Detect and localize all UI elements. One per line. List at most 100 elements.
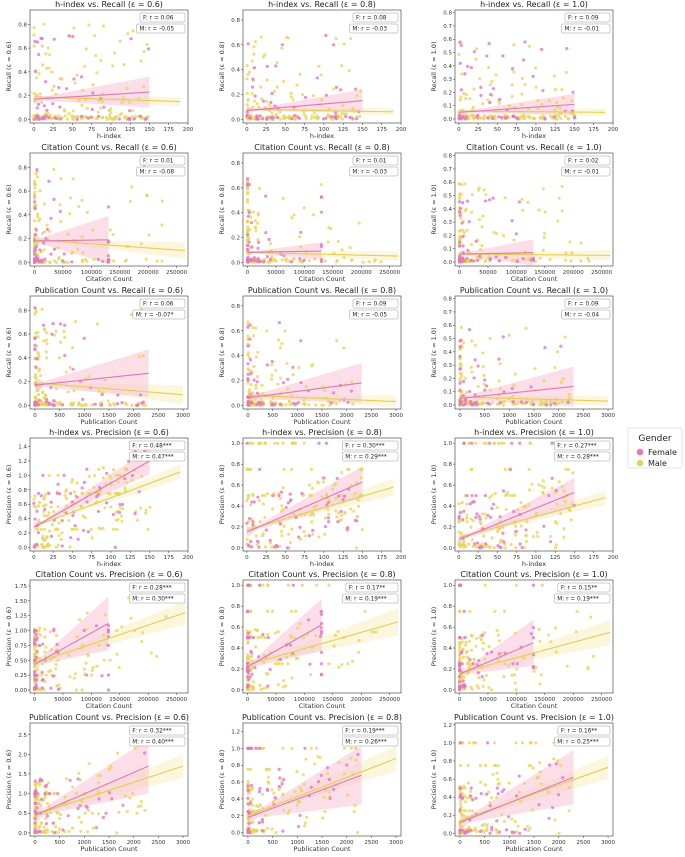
female-point bbox=[43, 257, 47, 261]
x-tick-label: 125 bbox=[125, 127, 136, 133]
male-point bbox=[569, 259, 573, 263]
male-point bbox=[54, 92, 58, 96]
female-point bbox=[282, 254, 286, 258]
y-tick-label: 0.8 bbox=[18, 165, 27, 171]
female-point bbox=[460, 258, 464, 262]
male-point bbox=[96, 110, 100, 114]
male-point bbox=[520, 92, 524, 96]
female-point bbox=[106, 623, 111, 628]
female-point bbox=[247, 182, 251, 187]
male-point bbox=[470, 108, 474, 112]
male-point bbox=[273, 631, 278, 635]
female-point bbox=[252, 378, 256, 382]
male-point bbox=[32, 680, 37, 684]
female-point bbox=[458, 786, 463, 790]
y-tick-label: 0.8 bbox=[443, 11, 452, 17]
male-point bbox=[274, 831, 278, 835]
male-point bbox=[358, 114, 362, 118]
male-point bbox=[321, 403, 326, 407]
female-point bbox=[299, 230, 303, 234]
male-point bbox=[49, 647, 53, 652]
male-point bbox=[501, 525, 505, 529]
x-tick-label: 0 bbox=[33, 413, 37, 419]
male-point bbox=[323, 516, 328, 520]
male-r-annotation: M: r = -0.03 bbox=[352, 170, 387, 176]
male-point bbox=[32, 33, 36, 37]
male-point bbox=[250, 654, 254, 658]
male-point bbox=[474, 441, 478, 445]
female-point bbox=[246, 372, 250, 376]
x-tick-label: 500 bbox=[54, 413, 65, 419]
female-point bbox=[58, 209, 62, 214]
female-point bbox=[504, 828, 509, 832]
male-point bbox=[284, 684, 288, 688]
female-point bbox=[325, 766, 330, 770]
plot-content bbox=[457, 182, 611, 266]
female-point bbox=[36, 403, 41, 407]
male-point bbox=[298, 235, 302, 239]
male-point bbox=[60, 531, 64, 535]
male-point bbox=[353, 803, 357, 808]
y-tick-label: 0.4 bbox=[18, 213, 27, 219]
female-point bbox=[79, 75, 84, 79]
male-point bbox=[44, 503, 48, 507]
male-point bbox=[108, 492, 112, 496]
male-point bbox=[139, 59, 143, 63]
male-point bbox=[507, 333, 511, 337]
male-point bbox=[490, 796, 494, 800]
female-point bbox=[308, 662, 312, 666]
male-point bbox=[145, 42, 149, 46]
panel-grid: h-index vs. Recall (ε = 0.6)0 25 50 75 100 12… bbox=[5, 0, 619, 853]
male-point bbox=[342, 255, 346, 260]
male-point bbox=[63, 109, 67, 113]
x-tick-label: 200 bbox=[183, 127, 194, 133]
y-tick-label: 0.6 bbox=[231, 186, 240, 192]
female-point bbox=[277, 494, 281, 498]
male-point bbox=[42, 825, 46, 829]
male-point bbox=[302, 441, 306, 445]
male-point bbox=[85, 830, 90, 834]
male-point bbox=[262, 661, 266, 665]
x-tick-label: 100 bbox=[319, 127, 330, 133]
male-point bbox=[45, 342, 49, 346]
male-point bbox=[266, 672, 270, 676]
male-point bbox=[76, 247, 80, 252]
male-point bbox=[265, 78, 269, 82]
male-point bbox=[539, 782, 543, 786]
male-point bbox=[246, 767, 250, 771]
male-point bbox=[471, 544, 475, 548]
male-point bbox=[469, 685, 473, 689]
female-point bbox=[33, 642, 37, 646]
male-point bbox=[116, 517, 120, 522]
male-point bbox=[72, 401, 76, 405]
y-tick-label: 0.3 bbox=[443, 363, 452, 369]
female-point bbox=[309, 785, 313, 789]
female-point bbox=[529, 385, 533, 389]
female-point bbox=[33, 821, 37, 825]
male-point bbox=[63, 260, 67, 264]
male-point bbox=[480, 512, 484, 516]
y-tick-label: 0.5 bbox=[18, 811, 27, 817]
male-point bbox=[33, 653, 37, 657]
male-point bbox=[49, 811, 53, 815]
female-point bbox=[106, 259, 111, 263]
male-point bbox=[486, 65, 491, 70]
male-point bbox=[115, 652, 119, 656]
x-tick-label: 100000 bbox=[506, 697, 527, 703]
male-point bbox=[245, 197, 250, 202]
male-point bbox=[56, 811, 60, 815]
female-point bbox=[354, 87, 358, 91]
male-point bbox=[497, 527, 502, 531]
male-point bbox=[68, 212, 72, 216]
male-point bbox=[503, 493, 507, 498]
female-point bbox=[319, 609, 324, 613]
male-point bbox=[532, 669, 536, 673]
female-point bbox=[461, 679, 465, 683]
x-tick-label: 200 bbox=[396, 555, 407, 561]
male-point bbox=[310, 486, 315, 490]
male-point bbox=[251, 686, 255, 690]
male-point bbox=[32, 219, 37, 223]
panel-16: Publication Count vs. Precision (ε = 0.6… bbox=[5, 713, 191, 853]
male-point bbox=[483, 631, 487, 635]
male-point bbox=[57, 827, 62, 831]
